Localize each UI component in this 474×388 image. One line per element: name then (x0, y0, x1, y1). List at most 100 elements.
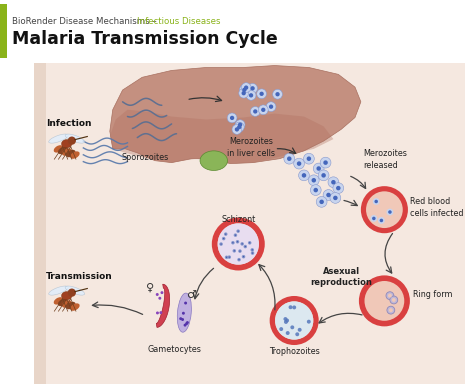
Circle shape (241, 243, 243, 244)
Circle shape (326, 193, 331, 197)
Circle shape (219, 242, 223, 246)
Circle shape (239, 250, 241, 252)
Circle shape (251, 251, 255, 255)
Ellipse shape (58, 299, 67, 306)
Circle shape (218, 223, 259, 265)
Circle shape (283, 317, 287, 321)
Circle shape (237, 230, 239, 232)
Bar (0, 4, 7, 58)
Bar (34, 62, 46, 384)
Circle shape (370, 215, 377, 222)
Circle shape (246, 90, 256, 100)
Circle shape (235, 234, 236, 236)
Circle shape (321, 173, 326, 178)
Ellipse shape (65, 134, 85, 143)
Circle shape (330, 192, 341, 203)
Circle shape (238, 259, 240, 260)
Text: Asexual
reproduction: Asexual reproduction (310, 267, 372, 288)
Circle shape (275, 92, 280, 96)
Ellipse shape (58, 147, 67, 154)
Circle shape (242, 88, 246, 92)
Circle shape (235, 120, 245, 130)
Ellipse shape (54, 145, 63, 152)
Circle shape (240, 242, 244, 246)
Circle shape (333, 183, 344, 194)
Circle shape (158, 297, 161, 300)
Circle shape (237, 125, 241, 129)
Text: Infectious Diseases: Infectious Diseases (137, 17, 221, 26)
Circle shape (245, 246, 246, 247)
Circle shape (378, 217, 385, 224)
Text: ♀: ♀ (146, 282, 154, 292)
Circle shape (372, 217, 375, 220)
Ellipse shape (66, 302, 75, 309)
Circle shape (224, 232, 228, 236)
Circle shape (248, 241, 251, 244)
Text: Merozoites
released: Merozoites released (363, 149, 407, 170)
Circle shape (239, 88, 248, 98)
Circle shape (316, 196, 327, 207)
Circle shape (237, 241, 238, 242)
Circle shape (318, 170, 329, 181)
Ellipse shape (62, 140, 72, 148)
Circle shape (313, 163, 324, 174)
Circle shape (284, 153, 295, 164)
Circle shape (275, 301, 313, 340)
Circle shape (239, 85, 249, 95)
Circle shape (228, 255, 231, 259)
Circle shape (253, 109, 257, 114)
Circle shape (181, 318, 184, 321)
Text: Merozoites
in liver cells: Merozoites in liver cells (227, 137, 275, 158)
Circle shape (275, 301, 313, 340)
Circle shape (244, 85, 248, 90)
Circle shape (232, 242, 234, 243)
Circle shape (248, 83, 257, 93)
Circle shape (218, 223, 259, 265)
Circle shape (374, 200, 378, 203)
Circle shape (257, 89, 266, 99)
Circle shape (307, 320, 311, 324)
Polygon shape (156, 284, 170, 327)
Circle shape (179, 317, 182, 320)
Circle shape (238, 123, 242, 127)
Circle shape (319, 199, 324, 204)
Ellipse shape (54, 297, 63, 305)
Circle shape (222, 237, 226, 240)
Circle shape (68, 289, 76, 297)
Circle shape (286, 331, 290, 335)
Circle shape (333, 196, 337, 200)
Circle shape (68, 137, 76, 145)
Text: ♂: ♂ (186, 290, 196, 300)
Circle shape (270, 296, 319, 345)
Polygon shape (110, 110, 333, 164)
Circle shape (234, 234, 237, 237)
Circle shape (388, 210, 392, 214)
Circle shape (298, 328, 301, 332)
Ellipse shape (49, 286, 68, 295)
Circle shape (320, 157, 331, 168)
Ellipse shape (62, 148, 72, 156)
Circle shape (302, 173, 306, 178)
Circle shape (225, 234, 227, 235)
Circle shape (336, 186, 340, 191)
Circle shape (161, 291, 164, 294)
Circle shape (328, 177, 339, 188)
Circle shape (228, 256, 230, 258)
Circle shape (386, 292, 394, 300)
Circle shape (156, 312, 159, 314)
Text: Gametocytes: Gametocytes (147, 345, 201, 354)
Bar (46, 62, 465, 384)
Circle shape (156, 293, 159, 296)
Circle shape (323, 160, 328, 165)
Circle shape (237, 258, 241, 262)
Circle shape (237, 229, 240, 233)
Ellipse shape (66, 150, 75, 157)
Text: Ring form: Ring form (413, 290, 452, 299)
Circle shape (242, 255, 246, 258)
Circle shape (235, 127, 239, 132)
Circle shape (366, 191, 403, 228)
Text: Sporozoites: Sporozoites (121, 153, 169, 162)
Circle shape (250, 248, 254, 252)
Text: Infection: Infection (46, 120, 91, 128)
Circle shape (241, 83, 251, 92)
